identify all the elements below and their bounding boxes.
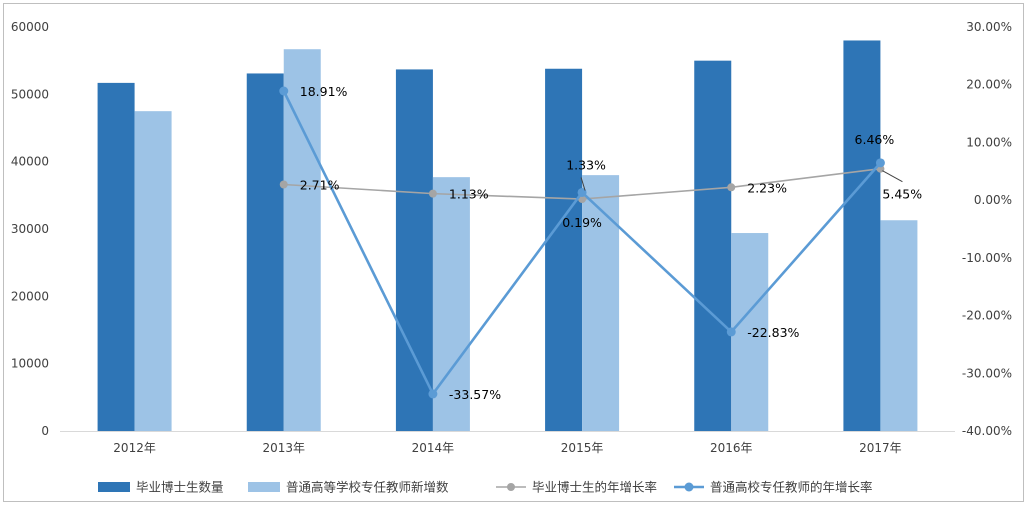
- y-left-tick-label: 0: [41, 424, 49, 438]
- bar-new-teachers: [731, 233, 769, 431]
- x-tick-label: 2015年: [561, 441, 604, 455]
- y-right-tick-label: -20.00%: [962, 309, 1012, 323]
- data-label-teacher-growth-rate: -33.57%: [449, 387, 501, 402]
- bar-new-teachers: [582, 175, 620, 431]
- point-doctoral-growth-rate: [727, 183, 736, 192]
- point-teacher-growth-rate: [875, 158, 885, 168]
- legend-swatch-new-teachers: [248, 482, 280, 492]
- data-label-teacher-growth-rate: 18.91%: [300, 84, 348, 99]
- point-doctoral-growth-rate: [428, 189, 437, 198]
- legend-label: 毕业博士生数量: [136, 480, 224, 495]
- point-doctoral-growth-rate: [279, 180, 288, 189]
- bar-doctoral-graduates: [545, 68, 583, 431]
- legend-marker-doctoral-growth-rate: [507, 483, 515, 491]
- y-right-tick-label: -10.00%: [962, 251, 1012, 265]
- y-right-tick-label: -40.00%: [962, 424, 1012, 438]
- x-tick-label: 2017年: [859, 441, 902, 455]
- leader-line: [580, 177, 586, 191]
- data-label-doctoral-growth-rate: 2.23%: [747, 180, 787, 195]
- y-right-tick-label: 10.00%: [966, 135, 1012, 149]
- data-label-teacher-growth-rate: 6.46%: [855, 132, 895, 147]
- data-label-doctoral-growth-rate: 1.13%: [449, 187, 489, 202]
- y-right-tick-label: 20.00%: [966, 78, 1012, 92]
- legend-marker-teacher-growth-rate: [684, 482, 694, 492]
- y-left-tick-label: 50000: [11, 87, 49, 101]
- chart-frame: [3, 3, 1024, 502]
- point-teacher-growth-rate: [726, 327, 736, 337]
- y-right-tick-label: 30.00%: [966, 20, 1012, 34]
- legend-label: 普通高校专任教师的年增长率: [710, 480, 873, 495]
- data-label-doctoral-growth-rate: 0.19%: [562, 215, 602, 230]
- point-teacher-growth-rate: [428, 389, 438, 399]
- data-label-doctoral-growth-rate: 2.71%: [300, 178, 340, 193]
- data-label-teacher-growth-rate: -22.83%: [747, 325, 799, 340]
- data-label-doctoral-growth-rate: 5.45%: [882, 187, 922, 202]
- leader-line: [882, 170, 903, 183]
- data-label-teacher-growth-rate: 1.33%: [566, 157, 606, 172]
- bar-doctoral-graduates: [694, 60, 732, 432]
- bar-doctoral-graduates: [843, 40, 881, 431]
- bar-doctoral-graduates: [246, 73, 284, 432]
- y-left-tick-label: 40000: [11, 155, 49, 169]
- legend-swatch-doctoral-graduates: [98, 482, 130, 492]
- bar-doctoral-graduates: [395, 69, 433, 432]
- y-right-tick-label: -30.00%: [962, 366, 1012, 380]
- bar-new-teachers: [283, 49, 321, 431]
- point-teacher-growth-rate: [279, 86, 289, 96]
- y-left-tick-label: 20000: [11, 289, 49, 303]
- point-teacher-growth-rate: [577, 187, 587, 197]
- y-left-tick-label: 60000: [11, 20, 49, 34]
- x-tick-label: 2014年: [412, 441, 455, 455]
- legend-label: 毕业博士生的年增长率: [532, 480, 657, 495]
- x-tick-label: 2012年: [113, 441, 156, 455]
- y-left-tick-label: 30000: [11, 222, 49, 236]
- y-right-tick-label: 0.00%: [974, 193, 1012, 207]
- bar-new-teachers: [432, 177, 470, 431]
- legend-label: 普通高等学校专任教师新增数: [286, 480, 449, 495]
- x-tick-label: 2013年: [262, 441, 305, 455]
- x-tick-label: 2016年: [710, 441, 753, 455]
- bar-new-teachers: [880, 220, 918, 431]
- y-left-tick-label: 10000: [11, 357, 49, 371]
- bar-new-teachers: [134, 111, 172, 432]
- bar-doctoral-graduates: [97, 82, 135, 432]
